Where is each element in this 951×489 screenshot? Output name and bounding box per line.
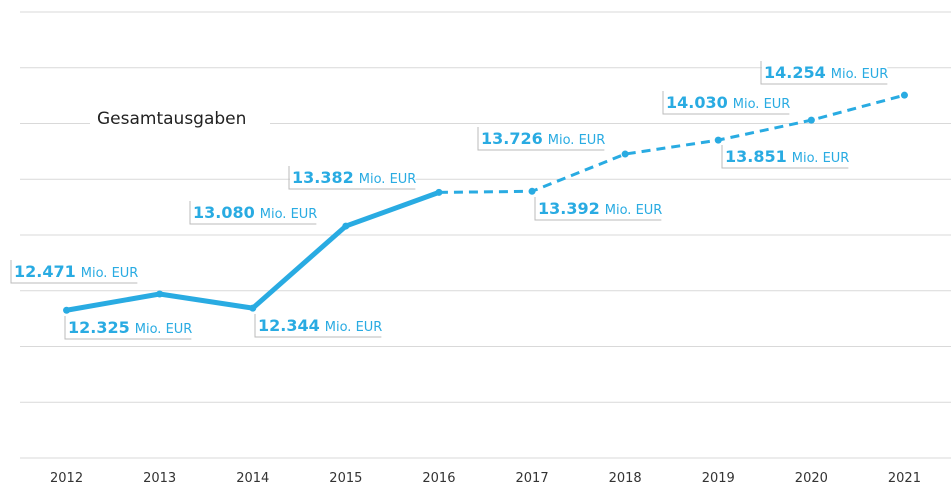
- data-label-text: 12.325 Mio. EUR: [68, 318, 192, 337]
- data-label-value: 13.382: [292, 168, 354, 187]
- data-label-bg: [479, 128, 605, 150]
- point: [156, 290, 164, 298]
- data-label-bg: [256, 315, 382, 337]
- data-label-bg: [762, 62, 888, 84]
- data-label-text: 13.392 Mio. EUR: [538, 199, 662, 218]
- data-label: 14.030 Mio. EUR: [662, 91, 790, 115]
- leader-line: [254, 314, 382, 338]
- data-label-unit: Mio. EUR: [548, 133, 606, 148]
- data-label-text: 13.382 Mio. EUR: [292, 168, 416, 187]
- data-label-unit: Mio. EUR: [792, 151, 850, 166]
- data-label-value: 12.344: [258, 316, 320, 335]
- data-label-text: 12.344 Mio. EUR: [258, 316, 382, 335]
- data-label: 13.726 Mio. EUR: [477, 127, 605, 151]
- data-label-value: 13.726: [481, 129, 543, 148]
- point: [63, 306, 71, 314]
- leader-line: [189, 201, 317, 225]
- data-label-text: 12.471 Mio. EUR: [14, 262, 138, 281]
- data-label-unit: Mio. EUR: [260, 207, 318, 222]
- x-tick-label: 2020: [795, 471, 828, 486]
- data-label-bg: [664, 92, 790, 114]
- data-label-unit: Mio. EUR: [831, 67, 889, 82]
- x-tick-label: 2017: [516, 471, 549, 486]
- leader-line: [64, 316, 192, 340]
- point: [342, 222, 350, 230]
- data-label-value: 14.254: [764, 63, 826, 82]
- data-label: 13.382 Mio. EUR: [288, 166, 416, 190]
- data-label-unit: Mio. EUR: [325, 320, 383, 335]
- x-tick-label: 2018: [609, 471, 642, 486]
- data-label-bg: [536, 198, 662, 220]
- data-label-bg: [723, 146, 849, 168]
- data-label-text: 14.030 Mio. EUR: [666, 93, 790, 112]
- data-label: 13.080 Mio. EUR: [189, 201, 317, 225]
- data-label: 14.254 Mio. EUR: [760, 61, 888, 85]
- data-label-unit: Mio. EUR: [605, 203, 663, 218]
- data-label: 12.344 Mio. EUR: [254, 314, 382, 338]
- data-label: 13.851 Mio. EUR: [721, 145, 849, 169]
- point: [528, 187, 536, 195]
- data-label-value: 13.080: [193, 203, 255, 222]
- data-label-unit: Mio. EUR: [359, 172, 417, 187]
- point: [807, 116, 815, 124]
- data-label-text: 13.851 Mio. EUR: [725, 147, 849, 166]
- x-tick-label: 2015: [329, 471, 362, 486]
- data-label-value: 12.325: [68, 318, 130, 337]
- data-label-text: 14.254 Mio. EUR: [764, 63, 888, 82]
- x-tick-label: 2019: [702, 471, 735, 486]
- leader-line: [288, 166, 416, 190]
- data-label-bg: [66, 317, 192, 339]
- leader-line: [10, 260, 138, 284]
- x-tick-label: 2013: [143, 471, 176, 486]
- point: [900, 91, 908, 99]
- leader-line: [721, 145, 849, 169]
- data-label-bg: [12, 261, 138, 283]
- data-label-text: 13.726 Mio. EUR: [481, 129, 605, 148]
- data-label-unit: Mio. EUR: [135, 322, 193, 337]
- data-label-unit: Mio. EUR: [733, 97, 791, 112]
- data-label-value: 13.392: [538, 199, 600, 218]
- leader-line: [662, 91, 790, 115]
- labels: 2012 2013 2014 2015 2016 2017 2018 2019 2020 2021…: [10, 61, 921, 486]
- point: [714, 136, 722, 144]
- x-tick-label: 2012: [50, 471, 83, 486]
- data-label: 13.392 Mio. EUR: [534, 197, 662, 221]
- data-label-bg: [290, 167, 416, 189]
- forecast-line: [438, 93, 905, 194]
- data-label-value: 14.030: [666, 93, 728, 112]
- leader-line: [477, 127, 605, 151]
- marks: [63, 91, 908, 314]
- data-label-bg: [191, 202, 317, 224]
- point: [621, 150, 629, 158]
- point: [249, 304, 257, 312]
- leader-line: [760, 61, 888, 85]
- x-tick-label: 2016: [422, 471, 455, 486]
- x-tick-label: 2021: [888, 471, 921, 486]
- data-label-text: 13.080 Mio. EUR: [193, 203, 317, 222]
- data-label-unit: Mio. EUR: [81, 266, 139, 281]
- series-name-bg: [90, 104, 270, 130]
- leader-line: [534, 197, 662, 221]
- data-label: 12.471 Mio. EUR: [10, 260, 138, 284]
- data-label: 12.325 Mio. EUR: [64, 316, 192, 340]
- data-label-value: 12.471: [14, 262, 76, 281]
- series-name: Gesamtausgaben: [97, 109, 246, 129]
- x-tick-label: 2014: [236, 471, 269, 486]
- point: [435, 188, 443, 196]
- data-label-value: 13.851: [725, 147, 787, 166]
